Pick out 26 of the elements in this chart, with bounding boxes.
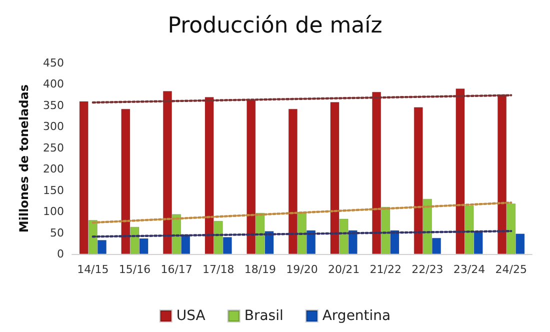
x-tick-label: 16/17 <box>160 263 192 276</box>
x-tick-label: 14/15 <box>77 263 109 276</box>
y-tick-label: 450 <box>43 56 64 70</box>
x-tick-label: 20/21 <box>328 263 360 276</box>
x-tick-label: 15/16 <box>118 263 151 276</box>
y-tick-label: 300 <box>43 120 64 134</box>
x-tick-label: 24/25 <box>495 263 527 276</box>
y-tick-label: 400 <box>43 78 64 91</box>
x-tick-label: 22/23 <box>412 263 444 276</box>
legend-label: Brasil <box>244 308 284 324</box>
y-tick-label: 150 <box>43 184 64 197</box>
y-tick-label: 100 <box>43 205 64 218</box>
x-tick-label: 19/20 <box>286 263 318 276</box>
x-tick-label: 18/19 <box>244 263 276 276</box>
y-tick-label: 50 <box>50 226 64 240</box>
y-tick-label: 200 <box>43 162 64 176</box>
x-tick-label: 23/24 <box>453 263 486 276</box>
chart-title: Producción de maíz <box>168 14 382 38</box>
y-tick-label: 350 <box>43 98 64 112</box>
y-axis-title: Millones de toneladas <box>17 84 31 233</box>
y-tick-label: 0 <box>57 248 64 260</box>
legend-label: USA <box>176 308 206 324</box>
legend-label: Argentina <box>322 308 391 324</box>
x-tick-label: 21/22 <box>370 263 402 276</box>
y-tick-label: 250 <box>43 141 64 154</box>
x-tick-label: 17/18 <box>202 263 234 276</box>
